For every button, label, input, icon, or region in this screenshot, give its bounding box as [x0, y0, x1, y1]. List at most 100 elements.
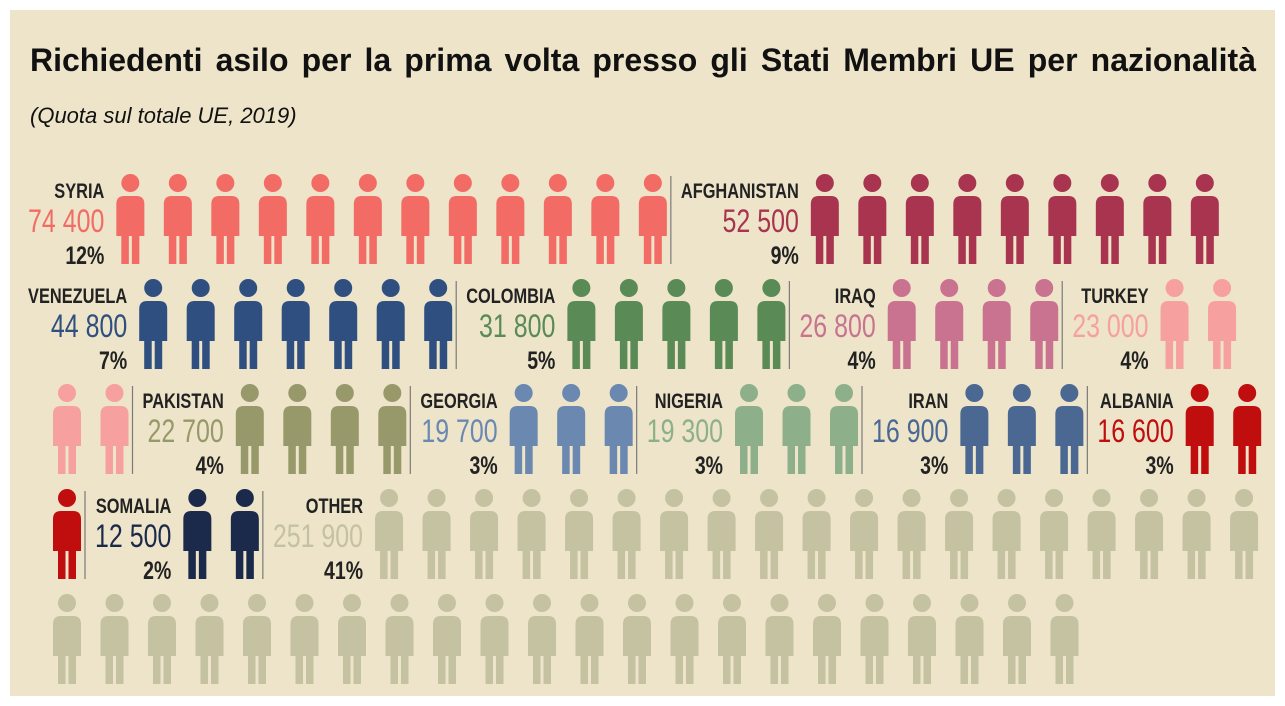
- share-label: 4%: [196, 452, 224, 480]
- category-label: SYRIA: [54, 179, 104, 202]
- icon-head: [343, 594, 361, 612]
- icon-head: [334, 279, 353, 297]
- background: [10, 10, 1275, 696]
- icon-head: [200, 594, 219, 612]
- icon-head: [263, 174, 282, 192]
- person-icon: [195, 594, 224, 684]
- icon-head: [1100, 174, 1119, 192]
- icon-body: [1000, 196, 1029, 264]
- icon-head: [311, 174, 330, 192]
- icon-head: [58, 489, 76, 507]
- icon-body: [480, 616, 509, 684]
- icon-head: [892, 279, 911, 297]
- icon-head: [1195, 174, 1214, 192]
- icon-head: [105, 384, 124, 402]
- icon-body: [591, 196, 620, 264]
- category-label: IRAN: [908, 389, 948, 412]
- value-label: 44 800: [51, 309, 127, 345]
- icon-head: [475, 489, 494, 507]
- person-icon: [662, 279, 691, 369]
- share-label: 4%: [848, 347, 876, 375]
- person-icon: [211, 174, 240, 264]
- person-icon: [422, 489, 451, 579]
- icon-body: [433, 616, 461, 684]
- icon-head: [609, 384, 628, 402]
- icon-head: [855, 489, 874, 507]
- icon-head: [712, 489, 731, 507]
- icon-head: [1012, 384, 1031, 402]
- person-icon: [897, 489, 926, 579]
- person-icon: [638, 174, 667, 264]
- icon-body: [638, 196, 667, 264]
- value-label: 23 000: [1072, 309, 1148, 345]
- icon-body: [496, 196, 525, 264]
- person-icon: [329, 279, 358, 369]
- icon-body: [528, 616, 556, 684]
- icon-body: [1185, 406, 1214, 474]
- icon-head: [865, 594, 884, 612]
- icon-body: [448, 196, 477, 264]
- person-icon: [813, 594, 841, 684]
- icon-body: [470, 511, 499, 579]
- share-label: 41%: [324, 557, 363, 585]
- person-icon: [1095, 174, 1124, 264]
- person-icon: [1182, 489, 1211, 579]
- person-icon: [53, 489, 81, 579]
- icon-body: [211, 196, 240, 264]
- icon-body: [517, 511, 546, 579]
- icon-head: [863, 174, 882, 192]
- person-icon: [163, 174, 192, 264]
- person-icon: [148, 594, 176, 684]
- icon-body: [660, 511, 689, 579]
- icon-body: [1182, 511, 1211, 579]
- person-icon: [330, 384, 359, 474]
- person-icon: [509, 384, 538, 474]
- person-icon: [1050, 594, 1079, 684]
- icon-body: [858, 196, 887, 264]
- category-label: VENEZUELA: [28, 284, 128, 307]
- icon-body: [813, 616, 841, 684]
- person-icon: [378, 384, 407, 474]
- chart-title: Richiedenti asilo per la prima volta pre…: [30, 42, 1256, 78]
- icon-head: [760, 489, 779, 507]
- icon-head: [1008, 594, 1026, 612]
- person-icon: [1003, 594, 1031, 684]
- icon-body: [1055, 406, 1084, 474]
- icon-head: [950, 489, 969, 507]
- icon-body: [424, 301, 453, 369]
- icon-body: [810, 196, 839, 264]
- icon-body: [908, 616, 936, 684]
- icon-body: [1160, 301, 1189, 369]
- person-icon: [612, 489, 641, 579]
- icon-body: [1050, 616, 1079, 684]
- icon-body: [614, 301, 643, 369]
- category-label: AFGHANISTAN: [681, 179, 799, 202]
- icon-head: [501, 174, 520, 192]
- icon-head: [438, 594, 456, 612]
- icon-head: [153, 594, 171, 612]
- icon-head: [714, 279, 733, 297]
- icon-body: [378, 406, 407, 474]
- icon-head: [427, 489, 446, 507]
- icon-body: [1030, 301, 1059, 369]
- icon-body: [953, 196, 982, 264]
- icon-head: [958, 174, 977, 192]
- icon-head: [835, 384, 854, 402]
- person-icon: [1233, 384, 1262, 474]
- icon-body: [376, 301, 405, 369]
- person-icon: [1048, 174, 1077, 264]
- category-label: TURKEY: [1081, 284, 1149, 307]
- person-icon: [53, 594, 81, 684]
- icon-head: [533, 594, 551, 612]
- value-label: 16 900: [872, 414, 948, 450]
- person-icon: [448, 174, 477, 264]
- person-icon: [353, 174, 382, 264]
- person-icon: [230, 489, 259, 579]
